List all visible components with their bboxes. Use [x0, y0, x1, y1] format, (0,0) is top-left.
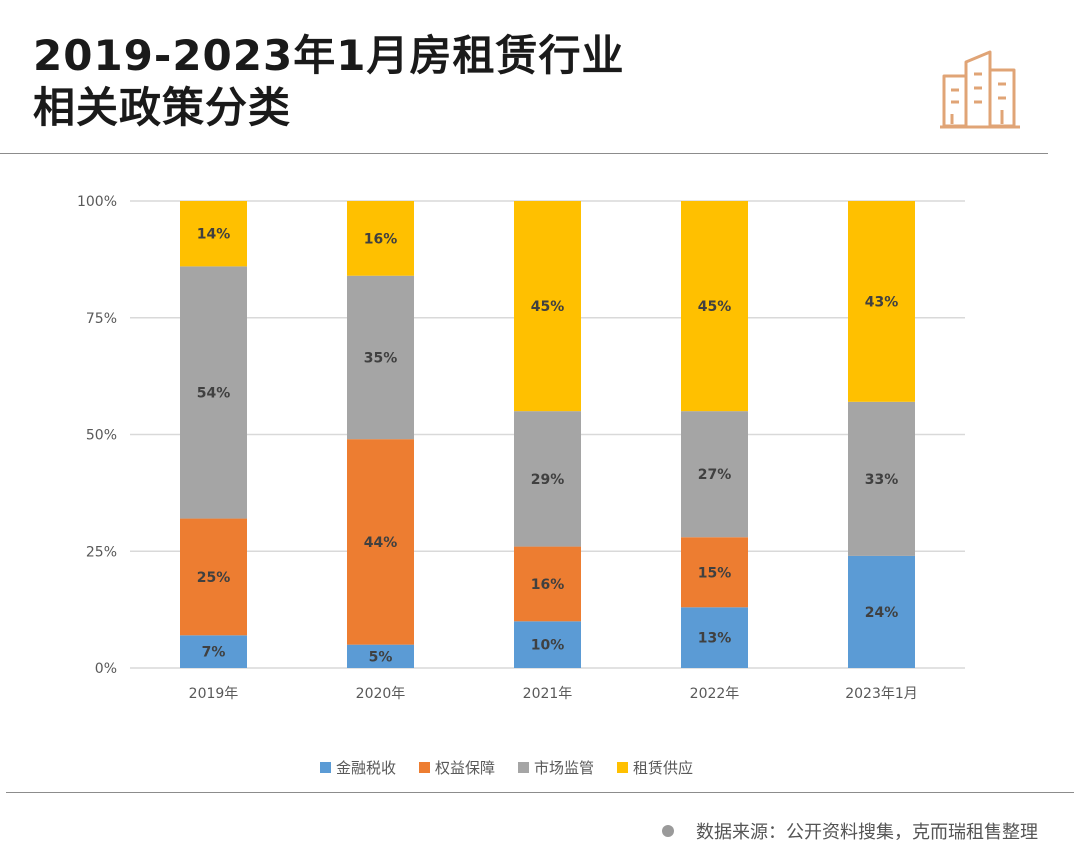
- bar-segment: [848, 201, 915, 402]
- y-tick-label: 25%: [86, 544, 117, 560]
- building-icon: [940, 50, 1020, 129]
- data-label: 27%: [698, 467, 732, 483]
- bar-segment: [514, 411, 581, 547]
- bar-segment: [347, 201, 414, 276]
- data-label: 24%: [865, 605, 899, 621]
- y-tick-label: 100%: [77, 194, 117, 210]
- source-text: 数据来源：公开资料搜集，克而瑞租售整理: [696, 822, 1038, 843]
- bar-segment: [180, 518, 247, 636]
- data-label: 54%: [197, 385, 231, 401]
- x-axis-ticks: 2019年 2020年 2021年 2022年 2023年1月: [189, 686, 918, 702]
- footer-divider: [6, 792, 1074, 793]
- x-tick-label: 2021年: [523, 686, 573, 702]
- legend-swatch: [320, 762, 331, 773]
- x-tick-label: 2020年: [356, 686, 406, 702]
- data-label: 45%: [698, 299, 732, 315]
- title-block: 2019-2023年1月房租赁行业 相关政策分类: [33, 30, 624, 134]
- bar-segment: [848, 401, 915, 556]
- page-title-line-1: 2019-2023年1月房租赁行业: [33, 31, 625, 80]
- bar-segment: [514, 201, 581, 412]
- header-divider: [0, 153, 1048, 154]
- y-axis-ticks: 0% 25% 50% 75% 100%: [77, 194, 117, 677]
- bar-segment: [681, 411, 748, 538]
- legend-swatch: [518, 762, 529, 773]
- bar-segment: [347, 644, 414, 668]
- bullet-icon: [662, 825, 674, 837]
- data-label: 29%: [531, 472, 565, 488]
- data-label: 25%: [197, 570, 231, 586]
- data-label: 14%: [197, 227, 231, 243]
- data-label: 43%: [865, 294, 899, 310]
- bar-segment: [180, 201, 247, 267]
- bar-segment: [514, 546, 581, 622]
- bar-segment: [681, 607, 748, 668]
- data-label: 33%: [865, 472, 899, 488]
- data-label: 16%: [531, 577, 565, 593]
- stacked-bar-chart: 0% 25% 50% 75% 100% 7% 25% 54% 14% 5% 44% 35% 16% 10…: [77, 194, 965, 777]
- page-title-line-2: 相关政策分类: [33, 83, 292, 132]
- source-note: 数据来源：公开资料搜集，克而瑞租售整理: [662, 818, 1038, 844]
- bar-segment: [180, 266, 247, 519]
- legend-label: 市场监管: [534, 759, 594, 777]
- bar-segment: [514, 621, 581, 668]
- bar-segment: [848, 555, 915, 668]
- data-label: 15%: [698, 565, 732, 581]
- data-label: 16%: [364, 231, 398, 247]
- y-tick-label: 50%: [86, 428, 117, 444]
- data-label: 13%: [698, 631, 732, 647]
- legend-label: 权益保障: [435, 759, 495, 777]
- legend-swatch: [617, 762, 628, 773]
- bar-segment: [681, 201, 748, 412]
- data-label: 35%: [364, 350, 398, 366]
- y-tick-label: 0%: [95, 661, 117, 677]
- x-tick-label: 2019年: [189, 686, 239, 702]
- legend: 金融税收 权益保障 市场监管 租赁供应: [320, 759, 693, 777]
- data-label: 44%: [364, 535, 398, 551]
- data-label: 7%: [202, 645, 226, 661]
- data-label: 10%: [531, 638, 565, 654]
- bar-segment: [180, 635, 247, 668]
- legend-label: 金融税收: [336, 759, 396, 777]
- data-label: 45%: [531, 299, 565, 315]
- bar-segment: [681, 537, 748, 608]
- x-tick-label: 2022年: [690, 686, 740, 702]
- data-labels: 7% 25% 54% 14% 5% 44% 35% 16% 10% 16% 29% 45% 13% 15%…: [197, 227, 899, 666]
- data-label: 5%: [369, 649, 393, 665]
- legend-swatch: [419, 762, 430, 773]
- bars: [180, 201, 915, 668]
- y-tick-label: 75%: [86, 311, 117, 327]
- legend-label: 租赁供应: [633, 759, 693, 777]
- bar-segment: [347, 439, 414, 645]
- bar-segment: [347, 275, 414, 440]
- x-tick-label: 2023年1月: [845, 686, 918, 702]
